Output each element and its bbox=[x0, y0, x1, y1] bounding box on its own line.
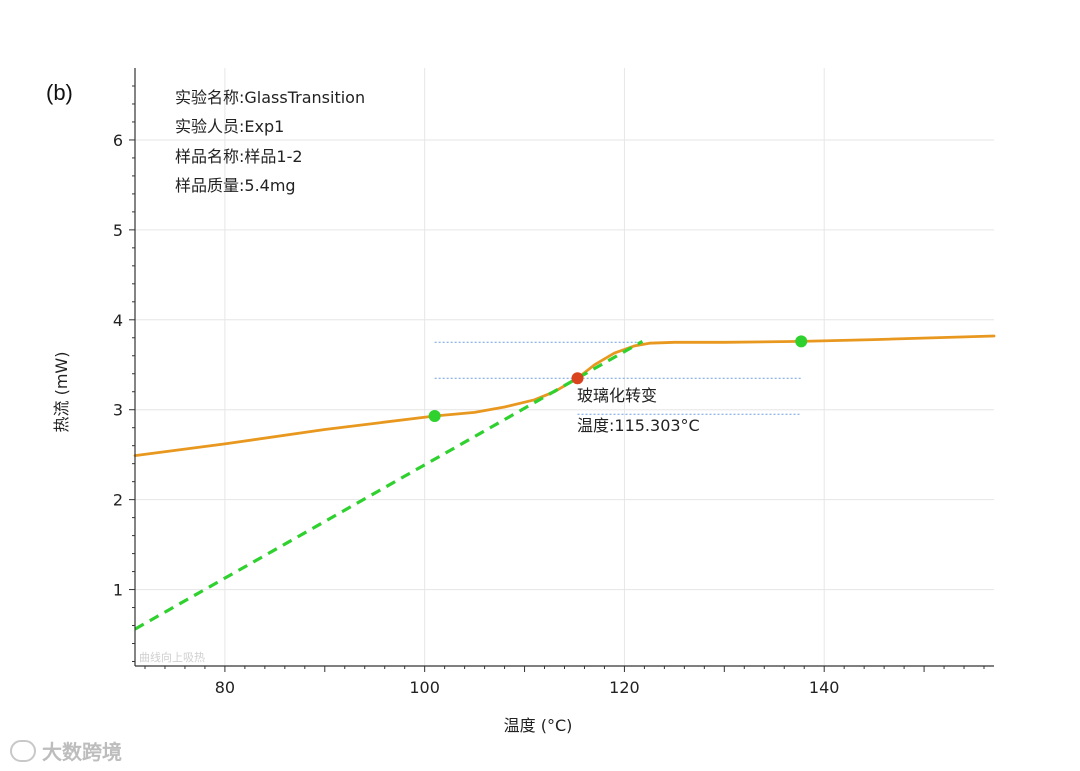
watermark-text: 大数跨境 bbox=[42, 740, 122, 764]
guide-lines bbox=[434, 341, 802, 415]
x-tick-label: 140 bbox=[809, 678, 840, 697]
annotation-value: 温度:115.303°C bbox=[577, 416, 700, 435]
y-tick-label: 1 bbox=[113, 581, 123, 600]
watermark: 大数跨境 bbox=[10, 736, 122, 765]
x-tick-label: 80 bbox=[215, 678, 235, 697]
inner-watermark: 曲线向上吸热 bbox=[139, 651, 205, 664]
watermark-logo-icon bbox=[10, 739, 36, 762]
markers bbox=[428, 335, 808, 423]
x-axis-label: 温度 (°C) bbox=[503, 716, 573, 735]
y-tick-label: 5 bbox=[113, 221, 123, 240]
y-tick-label: 3 bbox=[113, 401, 123, 420]
x-tick-label: 100 bbox=[409, 678, 440, 697]
y-axis-label: 热流 (mW) bbox=[52, 351, 71, 433]
marker-midpoint bbox=[571, 372, 584, 385]
info-experimenter: 实验人员:Exp1 bbox=[175, 117, 285, 136]
y-tick-label: 2 bbox=[113, 491, 123, 510]
marker-onset bbox=[428, 410, 441, 423]
panel-label: (b) bbox=[46, 80, 73, 105]
annotation-title: 玻璃化转变 bbox=[577, 386, 658, 405]
info-sample-name: 样品名称:样品1-2 bbox=[175, 147, 303, 166]
heat-flow-curve bbox=[133, 334, 996, 458]
info-experiment-name: 实验名称:GlassTransition bbox=[175, 88, 366, 107]
y-tick-label: 4 bbox=[113, 311, 123, 330]
axes: 80 100 120 140 1 2 3 4 5 6 bbox=[113, 68, 994, 697]
info-sample-mass: 样品质量:5.4mg bbox=[175, 176, 296, 195]
x-tick-label: 120 bbox=[609, 678, 640, 697]
y-tick-label: 6 bbox=[113, 131, 123, 150]
marker-endset bbox=[795, 335, 808, 348]
grid bbox=[135, 68, 994, 666]
tangent-line bbox=[134, 340, 644, 631]
series bbox=[133, 334, 996, 631]
